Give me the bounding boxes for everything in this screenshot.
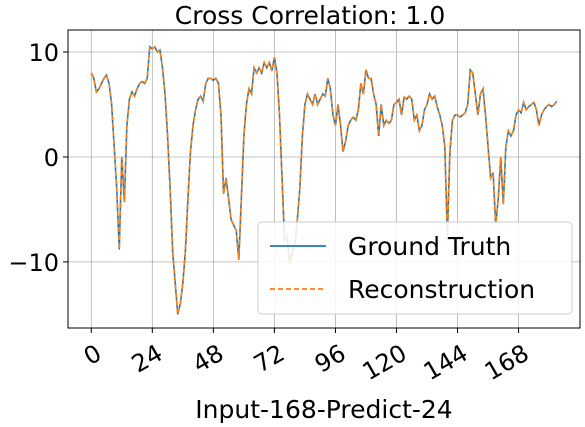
x-tick-label: 0 — [79, 339, 106, 371]
legend: Ground Truth Reconstruction — [257, 221, 573, 315]
chart-title: Cross Correlation: 1.0 — [175, 1, 445, 30]
legend-label: Ground Truth — [348, 232, 511, 261]
x-tick-label: 48 — [188, 339, 228, 379]
x-tick-label: 120 — [358, 339, 412, 386]
legend-box — [257, 221, 573, 315]
y-tick-label: 0 — [44, 144, 59, 172]
x-axis-label: Input-168-Predict-24 — [195, 395, 452, 424]
x-tick-label: 24 — [127, 339, 167, 379]
x-tick-label: 96 — [310, 339, 350, 379]
data-line — [90, 45, 558, 315]
y-tick-label: −10 — [8, 249, 59, 277]
x-tick-label: 72 — [249, 339, 289, 379]
x-tick-label: 144 — [419, 339, 473, 386]
y-tick-label: 10 — [28, 39, 59, 67]
legend-label: Reconstruction — [348, 275, 535, 304]
plot-frame — [67, 29, 581, 329]
x-tick-label: 168 — [480, 339, 534, 386]
